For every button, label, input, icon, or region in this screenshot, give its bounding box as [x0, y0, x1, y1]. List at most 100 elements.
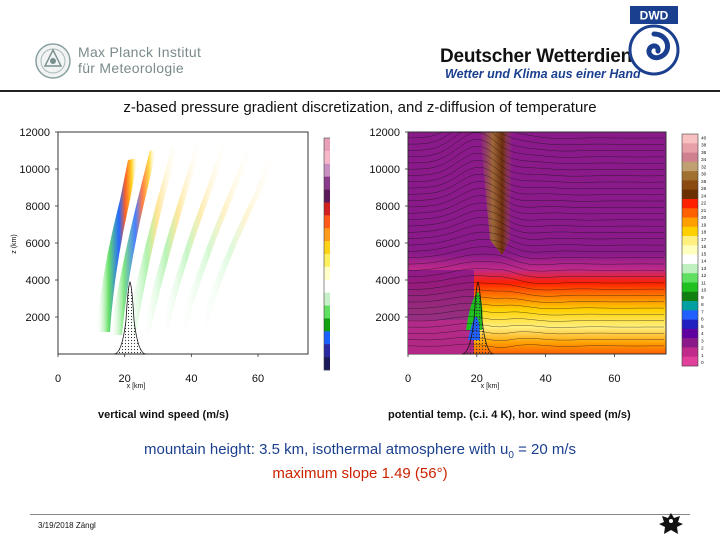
colorbar-label: 13	[701, 266, 707, 272]
x-tick-label: 20	[119, 373, 131, 385]
colorbar-swatch	[324, 202, 330, 216]
colorbar-label: 0	[701, 360, 704, 366]
colorbar-swatch	[682, 338, 698, 348]
slope-caption: maximum slope 1.49 (56°)	[272, 465, 448, 482]
colorbar-label: 3	[701, 338, 704, 344]
isentrope-line	[407, 268, 664, 278]
isentrope-line	[407, 309, 664, 316]
colorbar-label: 5	[701, 324, 704, 330]
colorbar-swatch	[324, 292, 330, 306]
colorbar-label: 21	[701, 208, 707, 214]
right-mountain	[461, 281, 495, 355]
footer-date-author: 3/19/2018 Zängl	[38, 521, 96, 530]
colorbar-label: 8	[701, 302, 704, 308]
isentrope-line	[407, 239, 664, 253]
colorbar-swatch	[324, 241, 330, 255]
isentrope-line	[407, 153, 664, 177]
isentrope-line	[408, 302, 664, 310]
colorbar-swatch	[324, 150, 330, 165]
y-tick-label: 12000	[369, 127, 400, 139]
colorbar-swatch	[682, 282, 698, 293]
colorbar-swatch	[682, 171, 698, 181]
right-colorbar: 4038363432302826242221201918171615141312…	[681, 133, 707, 367]
colorbar-label: 38	[701, 143, 707, 149]
left-mountain	[113, 281, 147, 355]
colorbar-label: 36	[701, 150, 707, 156]
left-x-axis-label: x [km]	[127, 383, 146, 390]
colorbar-swatch	[682, 356, 698, 367]
isentrope-line	[407, 330, 664, 335]
colorbar-label: 2	[701, 346, 704, 352]
vertical-wind-wave-field	[96, 144, 278, 335]
colorbar-swatch	[324, 331, 330, 345]
x-tick-label: 0	[55, 373, 61, 385]
colorbar-swatch	[682, 134, 698, 144]
footer-divider	[30, 514, 690, 515]
colorbar-swatch	[324, 254, 330, 268]
colorbar-swatch	[324, 176, 330, 190]
isentrope-line	[407, 188, 664, 208]
y-tick-label: 8000	[376, 201, 400, 213]
isentrope-line	[407, 174, 664, 196]
colorbar-label: 28	[701, 179, 707, 185]
colorbar-swatch	[324, 279, 330, 293]
mountain-caption: mountain height: 3.5 km, isothermal atmo…	[143, 441, 577, 461]
colorbar-swatch	[682, 328, 698, 339]
page-title: z-based pressure gradient discretization…	[123, 99, 597, 116]
y-tick-label: 6000	[376, 238, 400, 250]
isentrope-line	[408, 282, 664, 291]
colorbar-swatch	[682, 217, 698, 228]
colorbar-swatch	[682, 143, 698, 153]
dwd-slogan: Wetter und Klima aus einer Hand	[445, 67, 641, 81]
colorbar-swatch	[682, 189, 698, 200]
colorbar-label: 1	[701, 353, 704, 359]
colorbar-label: 26	[701, 186, 707, 192]
x-tick-label: 40	[185, 373, 197, 385]
colorbar-swatch	[324, 344, 330, 358]
isentrope-line	[408, 336, 664, 342]
right-chart-caption: potential temp. (c.i. 4 K), hor. wind sp…	[388, 409, 631, 421]
colorbar-label: 19	[701, 222, 707, 228]
colorbar-swatch	[682, 198, 698, 209]
colorbar-label: 32	[701, 164, 707, 170]
isentrope-line	[407, 316, 664, 322]
isentrope-line	[408, 289, 664, 297]
colorbar-label: 20	[701, 215, 707, 221]
mpi-logo-icon	[35, 43, 71, 79]
colorbar-label: 40	[701, 135, 707, 141]
colorbar-swatch	[324, 189, 330, 203]
isentrope-line	[408, 275, 664, 284]
colorbar-label: 17	[701, 237, 707, 243]
colorbar-swatch	[324, 138, 330, 152]
isentrope-line	[407, 166, 664, 190]
isentrope-line	[407, 209, 664, 227]
isentrope-line	[408, 132, 664, 158]
left-chart-caption: vertical wind speed (m/s)	[98, 409, 229, 421]
isentrope-line	[407, 261, 664, 272]
y-tick-label: 4000	[376, 275, 400, 287]
left-chart: 0 20 40 60 2000 4000 6000 8000 10000 12000 x [km]…	[11, 127, 330, 390]
y-tick-label: 4000	[26, 275, 50, 287]
colorbar-swatch	[682, 208, 698, 218]
isentrope-line	[407, 181, 664, 202]
y-tick-label: 10000	[369, 164, 400, 176]
left-colorbar: 10532.521.51.5.1-.1-.5-1-1.5-2-2.5-3-5-1…	[323, 137, 330, 371]
colorbar-swatch	[324, 357, 330, 371]
y-tick-label: 6000	[26, 238, 50, 250]
right-x-axis-label: x [km]	[481, 383, 500, 390]
institute-name: Max Planck Institut für Meteorologie	[78, 44, 202, 76]
colorbar-label: 4	[701, 331, 704, 337]
colorbar-swatch	[682, 291, 698, 302]
colorbar-swatch	[324, 305, 330, 319]
isentrope-line	[408, 323, 664, 328]
colorbar-label: 24	[701, 193, 707, 199]
isentrope-line	[407, 224, 664, 240]
colorbar-label: 9	[701, 295, 704, 301]
y-tick-label: 2000	[26, 312, 50, 324]
isentrope-line	[407, 231, 664, 247]
colorbar-swatch	[682, 310, 698, 320]
colorbar-label: 16	[701, 244, 707, 250]
colorbar-label: 7	[701, 309, 704, 315]
x-tick-label: 40	[539, 373, 551, 385]
colorbar-swatch	[324, 228, 330, 242]
